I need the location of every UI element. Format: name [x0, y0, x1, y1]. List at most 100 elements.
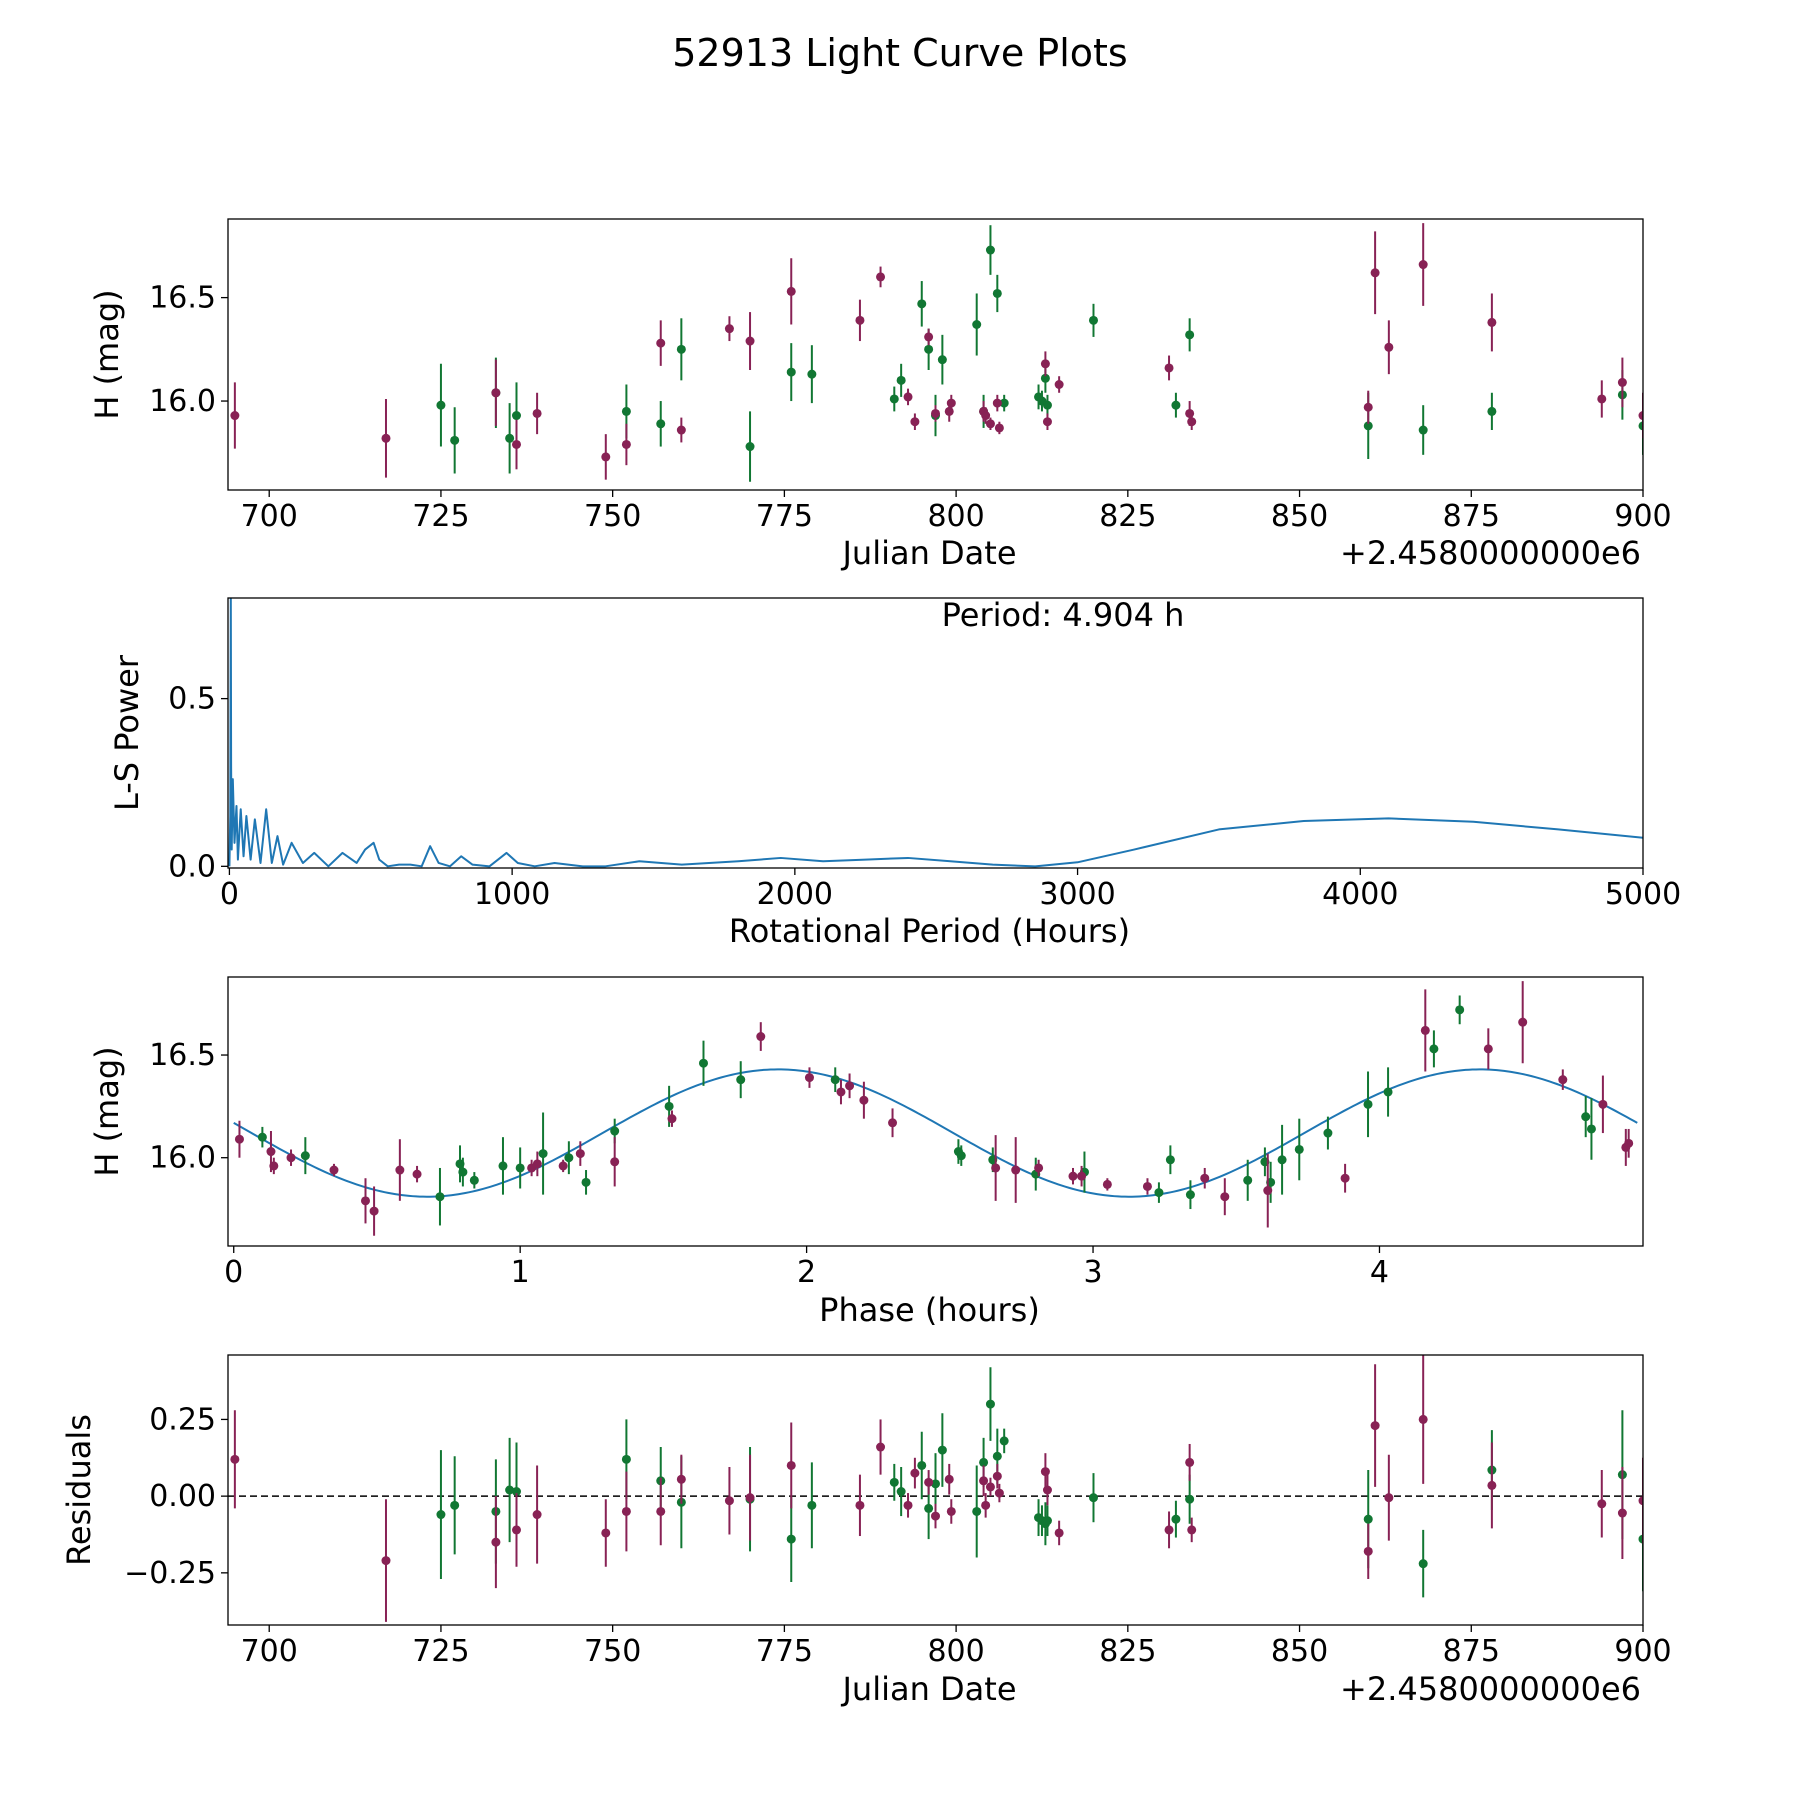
maroon-data-point — [979, 1476, 989, 1486]
maroon-data-point — [1384, 1493, 1394, 1503]
green-data-point — [1586, 1124, 1596, 1134]
maroon-data-point — [1142, 1181, 1152, 1191]
green-data-point — [1185, 1494, 1195, 1504]
x-tick-label: 4000 — [1322, 877, 1398, 912]
maroon-data-point — [981, 411, 991, 421]
green-data-point — [1185, 1190, 1195, 1200]
maroon-data-point — [924, 1477, 934, 1487]
green-data-point — [917, 299, 927, 309]
maroon-data-point — [1102, 1179, 1112, 1189]
green-data-point — [956, 1151, 966, 1161]
maroon-data-point — [511, 439, 521, 449]
maroon-data-point — [855, 1500, 865, 1510]
green-data-point — [1581, 1112, 1591, 1122]
maroon-data-point — [855, 315, 865, 325]
x-tick-label: 850 — [1271, 499, 1328, 534]
green-series — [436, 225, 1643, 482]
maroon-data-point — [1418, 1414, 1428, 1424]
green-data-point — [1185, 330, 1195, 340]
green-data-point — [1418, 425, 1428, 435]
maroon-data-point — [994, 1488, 1004, 1498]
green-data-point — [610, 1126, 620, 1136]
maroon-data-point — [656, 1506, 666, 1516]
green-series — [257, 995, 1596, 1226]
maroon-data-point — [532, 408, 542, 418]
maroon-data-point — [745, 1493, 755, 1503]
maroon-data-point — [1034, 1163, 1044, 1173]
green-data-point — [1040, 373, 1050, 383]
x-tick-label: 3000 — [1039, 877, 1115, 912]
green-data-point — [889, 1477, 899, 1487]
maroon-data-point — [804, 1073, 814, 1083]
maroon-data-point — [360, 1196, 370, 1206]
green-data-point — [1323, 1128, 1333, 1138]
maroon-data-point — [1220, 1192, 1230, 1202]
maroon-data-point — [745, 336, 755, 346]
green-data-point — [515, 1163, 525, 1173]
y-axis-label: H (mag) — [88, 1046, 126, 1176]
maroon-data-point — [610, 1157, 620, 1167]
y-tick-label: 0.0 — [168, 849, 216, 884]
maroon-data-point — [1187, 1525, 1197, 1535]
green-data-point — [621, 1454, 631, 1464]
x-offset-label: +2.4580000000e6 — [1340, 1670, 1641, 1708]
maroon-data-point — [491, 1537, 501, 1547]
maroon-data-point — [491, 388, 501, 398]
green-data-point — [807, 1500, 817, 1510]
green-data-point — [1294, 1144, 1304, 1154]
maroon-data-point — [786, 286, 796, 296]
green-data-point — [1088, 315, 1098, 325]
green-data-point — [564, 1153, 574, 1163]
x-tick-label: 800 — [927, 499, 984, 534]
plot-area — [233, 981, 1638, 1236]
lightcurve-panel: 700 725 750 775 800 825 850 875 900 16.0 16.5 Julia… — [88, 218, 1672, 572]
maroon-data-point — [1518, 1017, 1528, 1027]
green-data-point — [1042, 400, 1052, 410]
green-data-point — [972, 320, 982, 330]
maroon-data-point — [621, 1506, 631, 1516]
maroon-data-point — [381, 433, 391, 443]
maroon-series — [234, 981, 1634, 1236]
x-tick-label: 0 — [224, 1255, 243, 1290]
green-data-point — [435, 1192, 445, 1202]
maroon-data-point — [1040, 359, 1050, 369]
maroon-data-point — [931, 1511, 940, 1521]
green-data-point — [736, 1075, 746, 1085]
green-data-point — [300, 1151, 310, 1161]
green-data-point — [1088, 1493, 1098, 1503]
green-data-point — [889, 394, 899, 404]
maroon-data-point — [944, 406, 954, 416]
x-tick-label: 875 — [1443, 499, 1500, 534]
x-tick-label: 775 — [756, 1634, 813, 1669]
maroon-data-point — [1363, 402, 1373, 412]
maroon-data-point — [266, 1147, 276, 1157]
maroon-data-point — [667, 1114, 677, 1124]
y-axis-label: H (mag) — [88, 289, 126, 419]
green-data-point — [1455, 1005, 1465, 1015]
x-tick-label: 800 — [927, 1634, 984, 1669]
maroon-data-point — [910, 1468, 920, 1478]
x-tick-label: 900 — [1614, 1634, 1671, 1669]
maroon-data-point — [994, 423, 1004, 433]
green-data-point — [511, 1487, 521, 1497]
green-data-point — [745, 442, 755, 452]
maroon-series — [230, 1355, 1643, 1622]
green-data-point — [999, 1436, 1009, 1446]
green-data-point — [538, 1149, 548, 1159]
y-tick-label: 16.0 — [149, 384, 216, 419]
green-data-point — [698, 1058, 708, 1068]
maroon-data-point — [621, 439, 631, 449]
x-tick-label: 850 — [1271, 1634, 1328, 1669]
y-axis-label: L-S Power — [108, 654, 146, 811]
green-data-point — [972, 1506, 982, 1516]
maroon-data-point — [991, 1163, 1001, 1173]
maroon-data-point — [230, 1454, 240, 1464]
green-data-point — [436, 400, 446, 410]
maroon-data-point — [903, 1500, 913, 1510]
periodogram-panel: 0 1000 2000 3000 4000 5000 0.0 0.5 Rotational Pe… — [108, 596, 1681, 950]
x-tick-label: 825 — [1099, 1634, 1156, 1669]
green-data-point — [450, 435, 460, 445]
figure-title: 52913 Light Curve Plots — [672, 31, 1127, 75]
period-annotation: Period: 4.904 h — [942, 596, 1185, 634]
plot-frame — [227, 976, 1644, 1247]
